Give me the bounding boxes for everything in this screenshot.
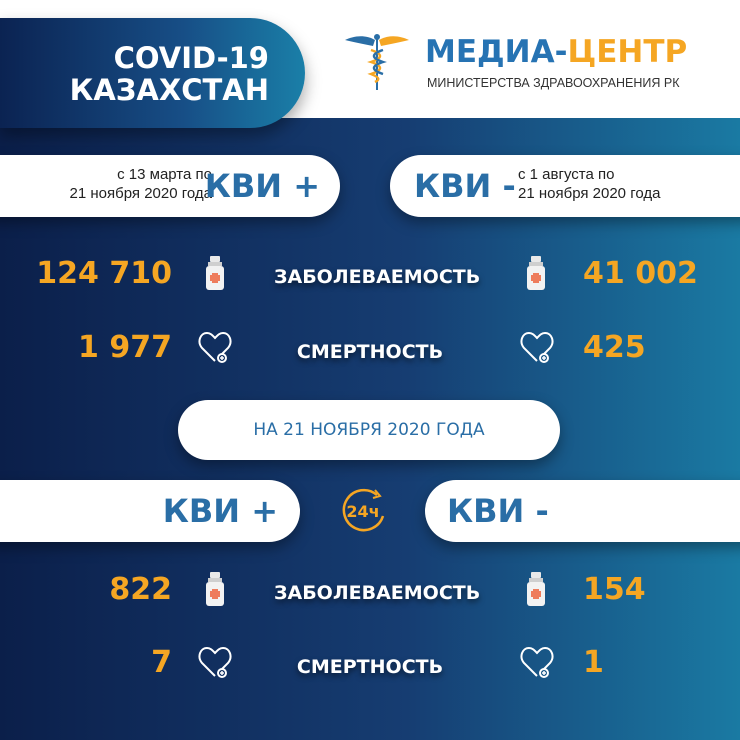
medicine-bottle-icon xyxy=(527,256,545,290)
kvi-positive-label: КВИ + xyxy=(204,167,320,205)
deaths-label: СМЕРТНОСТЬ xyxy=(296,341,444,363)
date-pill: НА 21 НОЯБРЯ 2020 ГОДА xyxy=(178,400,560,460)
kvi-positive-label: КВИ + xyxy=(162,492,278,530)
logo-title: МЕДИА-ЦЕНТР xyxy=(425,34,687,70)
medicine-bottle-icon xyxy=(527,572,545,606)
daily-negative-deaths: 1 xyxy=(583,645,604,680)
cumulative-positive-pill: с 13 марта по 21 ноября 2020 года КВИ + xyxy=(0,155,340,217)
daily-negative-cases: 154 xyxy=(583,572,646,607)
heart-icon xyxy=(520,332,554,363)
daily-negative-pill: КВИ - xyxy=(425,480,740,542)
daily-positive-deaths: 7 xyxy=(151,645,172,680)
cumulative-negative-pill: КВИ - с 1 августа по 21 ноября 2020 года xyxy=(390,155,740,217)
cumulative-positive-deaths: 1 977 xyxy=(78,330,172,365)
cases-label: ЗАБОЛЕВАЕМОСТЬ xyxy=(274,582,481,604)
date-label: НА 21 НОЯБРЯ 2020 ГОДА xyxy=(253,420,485,440)
media-center-logo: МЕДИА-ЦЕНТР МИНИСТЕРСТВА ЗДРАВООХРАНЕНИЯ… xyxy=(345,30,725,100)
daily-positive-pill: КВИ + xyxy=(0,480,300,542)
heart-icon xyxy=(198,332,232,363)
cumulative-positive-cases: 124 710 xyxy=(36,256,172,291)
cumulative-negative-deaths: 425 xyxy=(583,330,646,365)
caduceus-icon xyxy=(345,34,409,90)
kvi-negative-label: КВИ - xyxy=(447,492,549,530)
period-line2: 21 ноября 2020 года xyxy=(518,185,661,202)
deaths-label: СМЕРТНОСТЬ xyxy=(296,656,444,678)
heart-icon xyxy=(198,647,232,678)
period-line1: с 1 августа по xyxy=(518,166,615,183)
24h-badge: 24ч xyxy=(346,502,379,521)
period-line2: 21 ноября 2020 года xyxy=(69,185,212,202)
period-positive: с 13 марта по 21 ноября 2020 года xyxy=(70,165,212,203)
title-line2: КАЗАХСТАН xyxy=(69,73,269,107)
logo-subtitle: МИНИСТЕРСТВА ЗДРАВООХРАНЕНИЯ РК xyxy=(427,76,680,90)
cumulative-negative-cases: 41 002 xyxy=(583,256,698,291)
cases-label: ЗАБОЛЕВАЕМОСТЬ xyxy=(274,266,481,288)
title-banner: COVID-19 КАЗАХСТАН xyxy=(0,18,305,128)
medicine-bottle-icon xyxy=(206,572,224,606)
title-line1: COVID-19 xyxy=(113,41,269,75)
24h-clock-icon: 24ч xyxy=(342,488,385,532)
logo-title-part2: ЦЕНТР xyxy=(567,34,688,70)
medicine-bottle-icon xyxy=(206,256,224,290)
period-line1: с 13 марта по xyxy=(117,166,212,183)
daily-positive-cases: 822 xyxy=(109,572,172,607)
logo-title-part1: МЕДИА- xyxy=(425,34,568,70)
heart-icon xyxy=(520,647,554,678)
kvi-negative-label: КВИ - xyxy=(414,167,516,205)
period-negative: с 1 августа по 21 ноября 2020 года xyxy=(518,165,660,203)
